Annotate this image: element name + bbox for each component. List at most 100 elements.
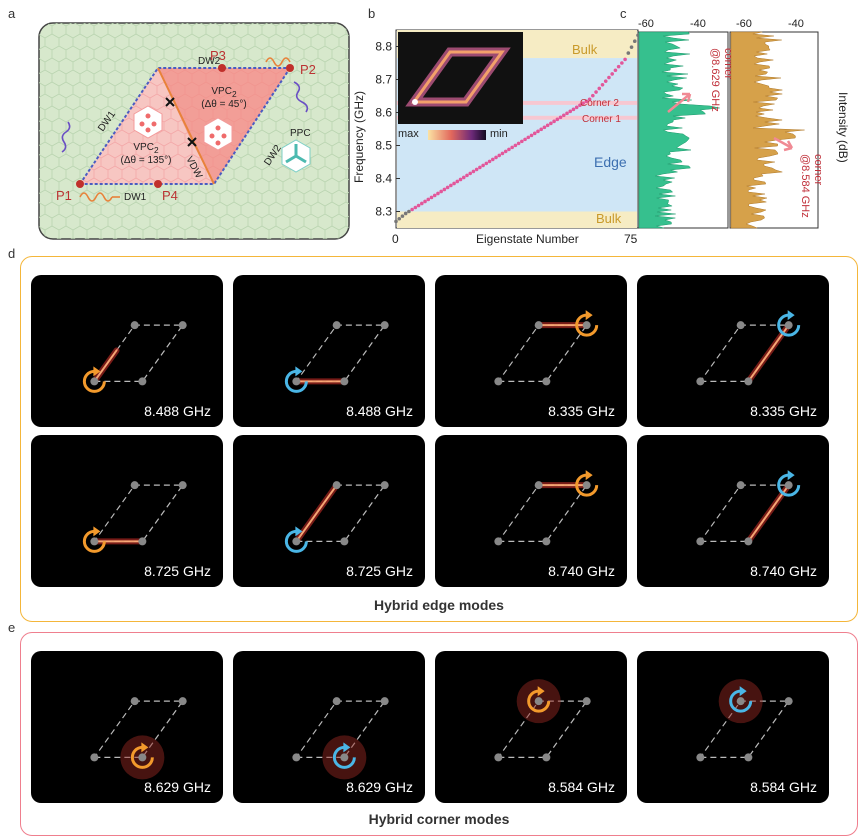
- eigenstate-point: [510, 145, 514, 150]
- edge-field-intensity: [295, 484, 338, 543]
- port-dot: [138, 753, 147, 762]
- eigenstate-point: [578, 103, 582, 108]
- sample-outline: [93, 324, 184, 383]
- b-xtick-75: 75: [624, 232, 638, 246]
- eigenstate-point: [558, 115, 563, 120]
- eigenstate-point: [616, 64, 621, 69]
- sample-outline: [497, 700, 588, 759]
- eigenstate-point: [520, 139, 524, 144]
- port-dot: [534, 321, 543, 330]
- eigenstate-point: [552, 119, 556, 124]
- eigenstate-point: [397, 216, 402, 221]
- eigenstate-point: [626, 51, 631, 55]
- port-dot: [542, 377, 551, 386]
- rotation-direction-icon: [527, 689, 551, 713]
- rotation-direction-icon: [777, 313, 801, 337]
- corner_modes-panel: 8.584 GHz: [435, 651, 627, 803]
- eigenstate-point: [526, 135, 531, 140]
- field-map: [494, 470, 599, 546]
- sample-outline: [699, 700, 790, 759]
- port-dot: [736, 321, 745, 330]
- eigenstate-point: [565, 111, 569, 116]
- corner2-label: Corner 2: [580, 98, 619, 109]
- corner_modes-panel: 8.584 GHz: [637, 651, 829, 803]
- port-dot: [784, 321, 793, 330]
- port-dot: [696, 753, 705, 762]
- port-dot: [90, 753, 99, 762]
- y-tick-label: 8.7: [375, 73, 392, 87]
- eigenstate-point: [600, 82, 605, 87]
- port-dot: [696, 377, 705, 386]
- port-dot: [582, 697, 591, 706]
- eigenstate-point: [503, 149, 508, 154]
- eigenstate-point: [500, 151, 505, 156]
- intensity-spectra: [638, 31, 819, 229]
- eigenstate-point: [481, 163, 485, 168]
- eigenstate-point: [423, 199, 427, 204]
- eigenstate-point: [581, 101, 585, 106]
- eigenstate-point: [471, 169, 476, 174]
- edge_modes-panel: 8.335 GHz: [637, 275, 829, 427]
- c-tick-right-60: -60: [736, 18, 752, 30]
- port-dot: [494, 537, 503, 546]
- eigenstate-point: [584, 99, 589, 104]
- eigenstate-point: [465, 173, 469, 178]
- eigenstate-point: [468, 171, 473, 176]
- edge-field-intensity: [93, 349, 118, 383]
- corner_modes-panel: 8.629 GHz: [233, 651, 425, 803]
- edge_modes-panel: 8.488 GHz: [233, 275, 425, 427]
- rotation-arrowhead-icon: [787, 470, 795, 481]
- port-p3-label: P3: [210, 48, 226, 63]
- port-dot: [178, 697, 187, 706]
- port-dot: [130, 321, 139, 330]
- eigenstate-point: [420, 201, 424, 206]
- panel-label-c: c: [620, 6, 627, 21]
- eigenstate-point: [632, 39, 637, 44]
- field-map: [494, 310, 599, 386]
- port-dot: [138, 377, 147, 386]
- edge-field-intensity: [747, 484, 790, 543]
- eigenstate-point: [568, 109, 573, 114]
- port-dot: [292, 377, 301, 386]
- port-dot: [784, 481, 793, 490]
- rotation-arrowhead-icon: [343, 742, 351, 753]
- eigenstate-point: [620, 61, 624, 65]
- eigenstate-point: [455, 179, 460, 184]
- port-dot: [534, 697, 543, 706]
- bulk-bottom-label: Bulk: [596, 211, 622, 226]
- field-map: [292, 697, 389, 780]
- eigenstate-point: [416, 203, 421, 208]
- port-dot: [582, 321, 591, 330]
- mode-frequency-label: 8.629 GHz: [144, 779, 211, 795]
- eigenstate-point: [458, 177, 463, 182]
- edge-label: Edge: [594, 154, 627, 170]
- field-map: [696, 310, 801, 386]
- field-map: [696, 679, 793, 762]
- band-1: [397, 211, 637, 228]
- rotation-direction-icon: [729, 689, 753, 713]
- port-dot: [380, 321, 389, 330]
- eigenstate-point: [516, 141, 521, 146]
- eigenstate-point: [549, 121, 553, 126]
- rotation-arrowhead-icon: [295, 366, 303, 377]
- eigenstate-point: [429, 195, 434, 200]
- rotation-arrowhead-icon: [93, 526, 101, 537]
- sample-outline: [93, 700, 184, 759]
- corner-modes-caption: Hybrid corner modes: [368, 811, 510, 827]
- c-tick-left-60: -60: [638, 18, 654, 30]
- rotation-arrowhead-icon: [585, 470, 593, 481]
- sample-outline: [497, 324, 588, 383]
- corner_modes-panel: 8.629 GHz: [31, 651, 223, 803]
- rotation-arrowhead-icon: [141, 742, 149, 753]
- y-tick-label: 8.6: [375, 106, 392, 120]
- field-map: [494, 679, 591, 762]
- panel-b: Frequency (GHz) 8.3 8.4 8.5 8.6 8.7 8.8 max m…: [352, 22, 642, 254]
- edge-modes-caption: Hybrid edge modes: [374, 597, 504, 613]
- panel-label-d: d: [8, 246, 16, 261]
- rotation-arrowhead-icon: [787, 310, 795, 321]
- port-dot: [332, 697, 341, 706]
- field-map: [82, 481, 187, 553]
- colorbar-min: min: [490, 128, 508, 140]
- rotation-direction-icon: [332, 745, 356, 769]
- eigenstate-point: [629, 45, 634, 49]
